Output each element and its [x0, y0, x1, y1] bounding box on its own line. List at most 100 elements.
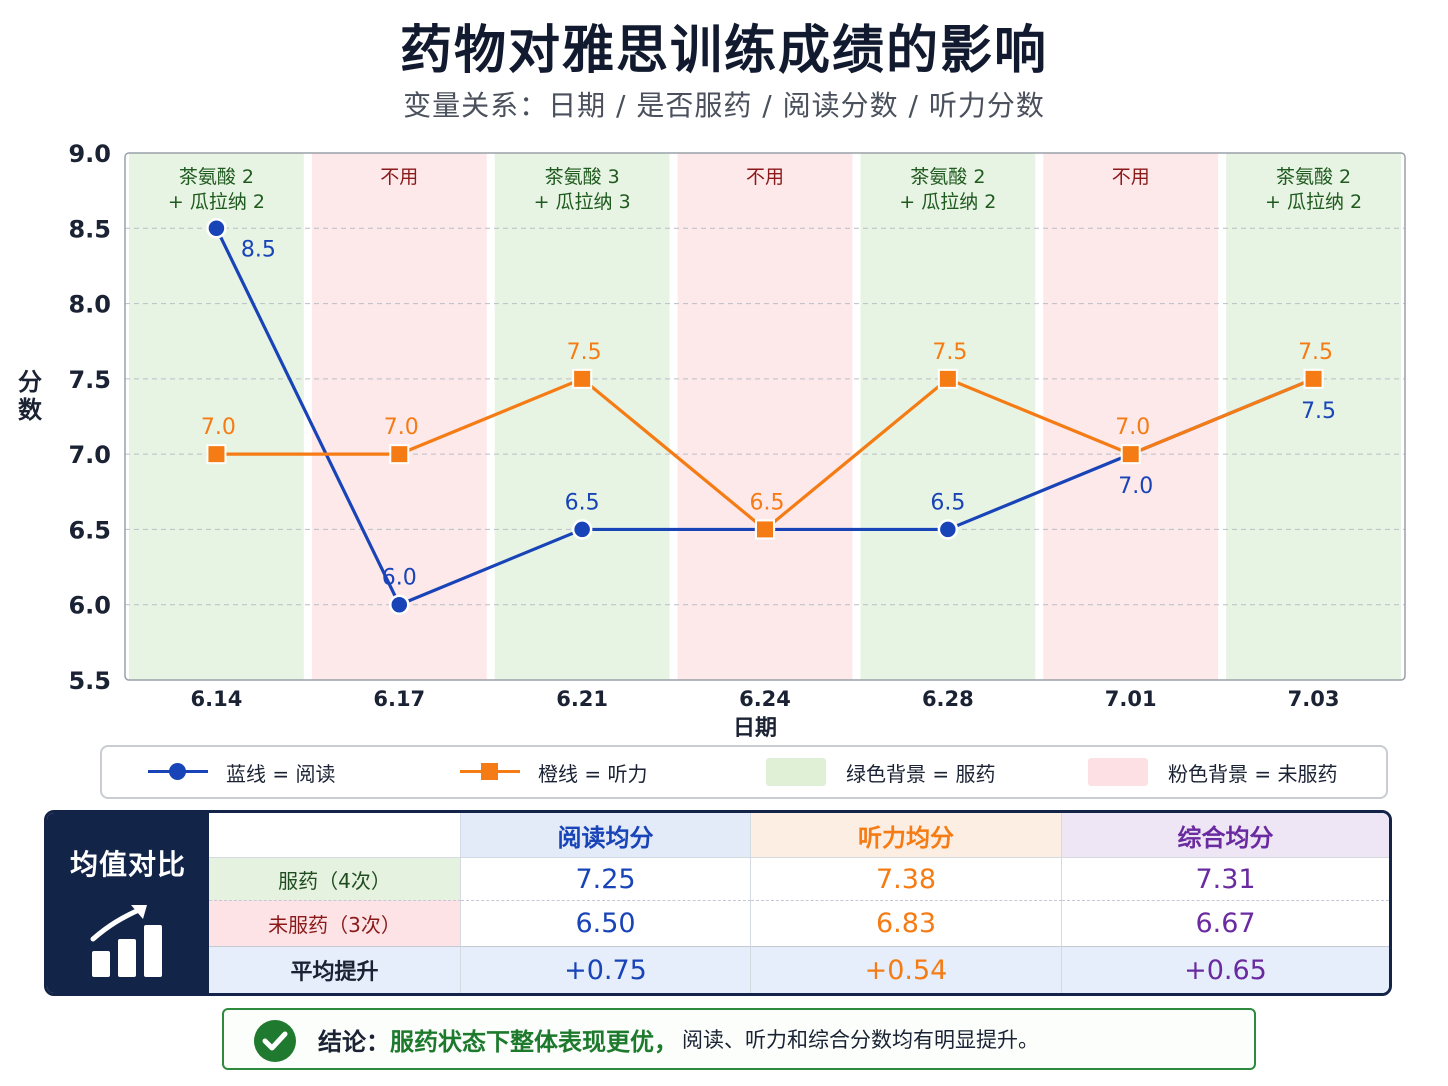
row-label-unmedicated: 未服药（3次） — [209, 900, 461, 946]
header-listening: 听力均分 — [751, 813, 1062, 857]
legend-item-listening: 橙线 = 听力 — [460, 747, 647, 797]
data-label-listening: 7.0 — [1115, 415, 1150, 440]
data-label-reading: 7.0 — [1118, 474, 1153, 499]
conclusion-detail: 阅读、听力和综合分数均有明显提升。 — [682, 1028, 1039, 1052]
legend-label-reading: 蓝线 = 阅读 — [226, 761, 336, 786]
band-4 — [677, 153, 853, 680]
reading-line-icon — [148, 758, 208, 786]
table-side-label: 均值对比 — [69, 848, 186, 881]
band-1 — [129, 153, 304, 680]
data-label-listening: 7.5 — [1298, 340, 1333, 365]
row-label-improvement: 平均提升 — [209, 946, 461, 993]
point-listening — [937, 368, 958, 389]
chart-subtitle: 变量关系：日期 / 是否服药 / 阅读分数 / 听力分数 — [403, 89, 1045, 122]
y-tick-label: 8.0 — [68, 291, 111, 319]
band-7 — [1226, 153, 1401, 680]
header-reading: 阅读均分 — [461, 813, 751, 857]
point-listening — [1120, 444, 1141, 465]
band-note: 茶氨酸 2 — [1276, 166, 1351, 188]
conclusion-highlight: 服药状态下整体表现更优， — [390, 1027, 678, 1056]
x-tick-label: 6.14 — [191, 687, 243, 711]
band-note: 茶氨酸 2 — [910, 166, 985, 188]
band-note: 不用 — [380, 166, 418, 188]
conclusion-box: 结论： 服药状态下整体表现更优， 阅读、听力和综合分数均有明显提升。 — [222, 1008, 1256, 1070]
band-note: + 瓜拉纳 2 — [1265, 191, 1362, 213]
pink-swatch-icon — [1088, 758, 1148, 786]
x-tick-label: 6.24 — [739, 687, 791, 711]
data-label-listening: 6.5 — [750, 490, 785, 515]
legend-item-pink: 粉色背景 = 未服药 — [1088, 747, 1337, 797]
data-label-reading: 7.5 — [1301, 399, 1336, 424]
cell-medicated-reading: 7.25 — [461, 857, 751, 900]
x-tick-label: 6.28 — [922, 687, 974, 711]
legend: 蓝线 = 阅读 橙线 = 听力 绿色背景 = 服药 粉色背景 = 未服药 — [100, 745, 1388, 799]
y-axis-title: 分 — [18, 368, 42, 396]
band-6 — [1043, 153, 1219, 680]
data-label-listening: 7.0 — [384, 415, 419, 440]
conclusion-prefix: 结论： — [318, 1027, 390, 1056]
band-note: + 瓜拉纳 3 — [534, 191, 631, 213]
y-tick-label: 9.0 — [68, 140, 111, 168]
point-reading — [389, 594, 410, 615]
y-tick-label: 8.5 — [68, 215, 111, 243]
y-tick-label: 7.0 — [68, 441, 111, 469]
y-tick-label: 6.5 — [68, 516, 111, 544]
band-note: + 瓜拉纳 2 — [899, 191, 996, 213]
legend-label-listening: 橙线 = 听力 — [538, 761, 648, 786]
conclusion-text: 结论： 服药状态下整体表现更优， 阅读、听力和综合分数均有明显提升。 — [318, 1010, 1039, 1068]
growth-chart-icon — [90, 905, 162, 977]
data-label-reading: 6.5 — [565, 490, 600, 515]
x-tick-label: 6.17 — [373, 687, 425, 711]
cell-improvement-listening: +0.54 — [751, 946, 1062, 993]
plot-frame — [124, 152, 1406, 681]
legend-item-reading: 蓝线 = 阅读 — [148, 747, 335, 797]
point-reading — [206, 218, 227, 239]
cell-unmedicated-overall: 6.67 — [1062, 900, 1389, 946]
data-label-listening: 7.0 — [201, 415, 236, 440]
y-tick-label: 7.5 — [68, 366, 111, 394]
cell-medicated-listening: 7.38 — [751, 857, 1062, 900]
table-corner — [209, 813, 461, 857]
point-listening — [755, 519, 775, 540]
checkmark-icon — [254, 1020, 296, 1062]
point-listening — [389, 444, 410, 465]
legend-label-green: 绿色背景 = 服药 — [846, 761, 996, 786]
green-swatch-icon — [766, 758, 826, 786]
row-label-medicated: 服药（4次） — [209, 857, 461, 900]
band-note: 不用 — [1112, 166, 1150, 188]
cell-unmedicated-reading: 6.50 — [461, 900, 751, 946]
y-tick-label: 6.0 — [68, 592, 111, 620]
listening-line-icon — [460, 758, 520, 786]
data-label-listening: 7.5 — [932, 340, 967, 365]
table-side-panel: 均值对比 — [47, 813, 209, 993]
band-note: 茶氨酸 2 — [179, 166, 254, 188]
data-label-reading: 6.0 — [382, 566, 417, 591]
point-reading — [937, 519, 959, 540]
band-note: + 瓜拉纳 2 — [168, 191, 265, 213]
band-5 — [860, 153, 1036, 680]
x-tick-label: 7.01 — [1105, 687, 1157, 711]
x-tick-label: 6.21 — [556, 687, 608, 711]
mean-comparison-table: 均值对比 阅读均分 听力均分 综合均分 服药（4次） 7.25 7.38 7.3… — [44, 810, 1392, 996]
x-tick-label: 7.03 — [1288, 687, 1340, 711]
cell-medicated-overall: 7.31 — [1062, 857, 1389, 900]
data-label-reading: 6.5 — [930, 490, 965, 515]
line-chart: 5.5 6.0 6.5 7.0 7.5 8.0 8.5 9.0 茶氨酸 2 + 瓜拉纳 2 不用 茶氨… — [18, 140, 1406, 741]
y-tick-label: 5.5 — [68, 667, 111, 695]
y-axis-title: 数 — [18, 396, 43, 424]
chart-title: 药物对雅思训练成绩的影响 — [399, 21, 1048, 81]
x-axis-title: 日期 — [733, 716, 777, 741]
band-3 — [494, 153, 670, 680]
data-label-listening: 7.5 — [567, 340, 602, 365]
point-listening — [572, 368, 593, 389]
band-2 — [311, 153, 487, 680]
band-note: 茶氨酸 3 — [545, 166, 620, 188]
header-overall: 综合均分 — [1062, 813, 1389, 857]
cell-improvement-overall: +0.65 — [1062, 946, 1389, 993]
point-listening — [1303, 368, 1324, 389]
cell-improvement-reading: +0.75 — [461, 946, 751, 993]
cell-unmedicated-listening: 6.83 — [751, 900, 1062, 946]
legend-item-green: 绿色背景 = 服药 — [766, 747, 995, 797]
point-reading — [571, 519, 593, 540]
legend-label-pink: 粉色背景 = 未服药 — [1168, 761, 1338, 786]
